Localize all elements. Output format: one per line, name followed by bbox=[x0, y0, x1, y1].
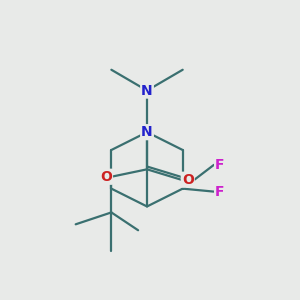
Text: O: O bbox=[182, 173, 194, 187]
Text: N: N bbox=[141, 125, 153, 139]
Text: F: F bbox=[215, 158, 225, 172]
Text: F: F bbox=[215, 184, 225, 199]
Text: O: O bbox=[100, 170, 112, 184]
Text: N: N bbox=[141, 84, 153, 98]
